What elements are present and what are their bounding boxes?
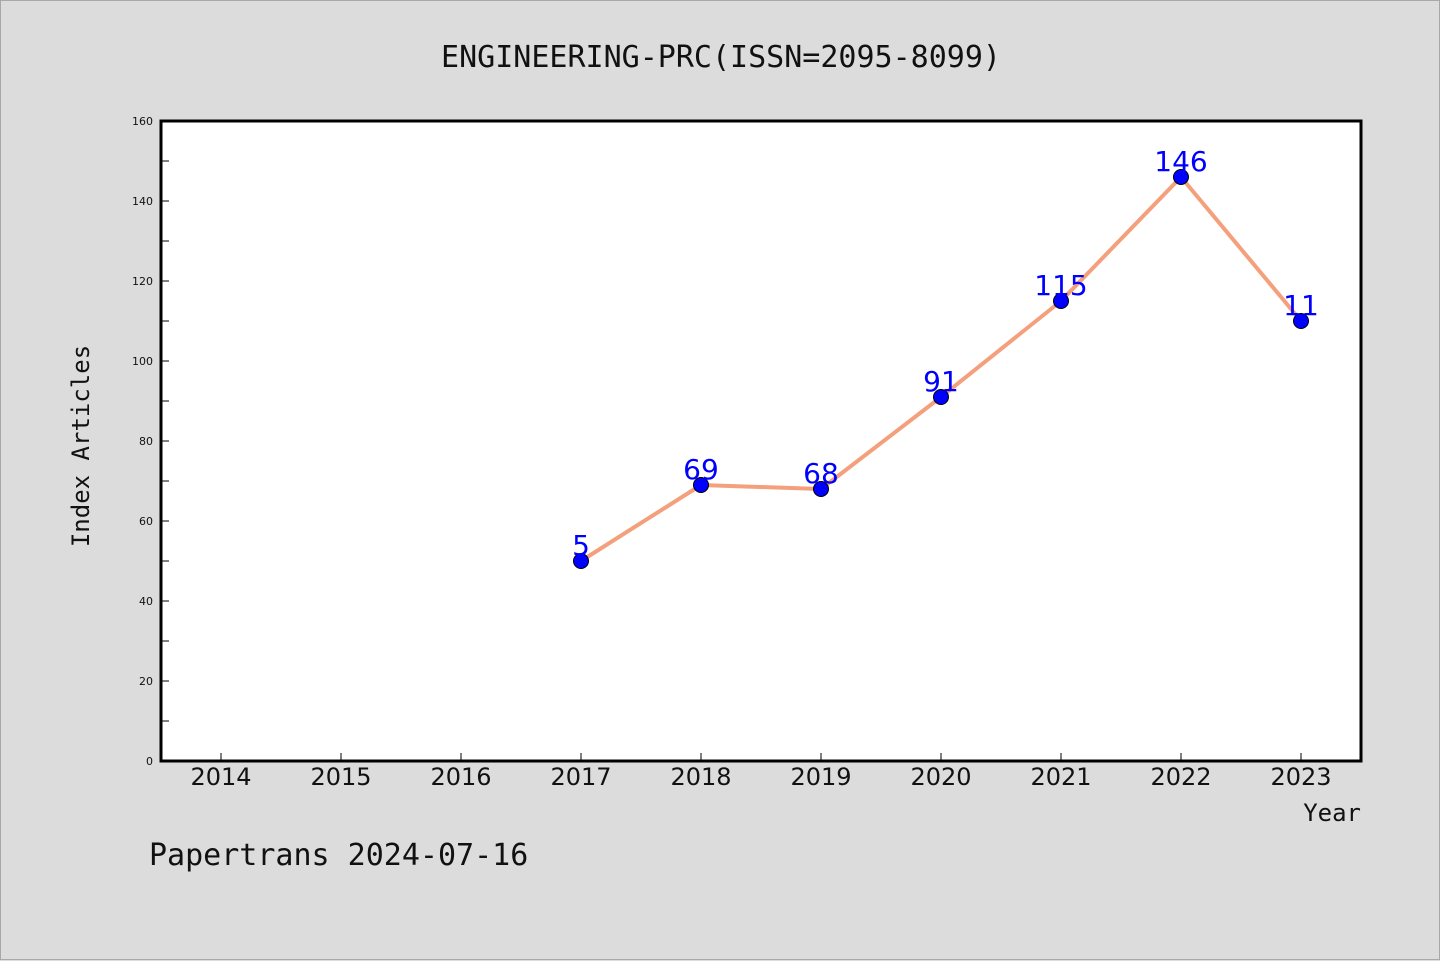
data-label: 68 bbox=[803, 457, 839, 490]
x-tick-label: 2018 bbox=[670, 763, 731, 791]
data-label: 69 bbox=[683, 453, 719, 486]
data-label: 5 bbox=[572, 529, 590, 562]
x-tick-label: 2022 bbox=[1150, 763, 1211, 791]
plot-area bbox=[159, 119, 1363, 763]
y-tick-label: 40 bbox=[139, 595, 153, 608]
x-tick-label: 2015 bbox=[310, 763, 371, 791]
data-point bbox=[1053, 293, 1069, 309]
x-tick-label: 2023 bbox=[1270, 763, 1331, 791]
y-tick-label: 60 bbox=[139, 515, 153, 528]
data-label: 115 bbox=[1034, 269, 1087, 302]
data-point bbox=[813, 481, 829, 497]
y-tick-label: 140 bbox=[132, 195, 153, 208]
series-points-group bbox=[573, 169, 1309, 569]
y-tick-label: 20 bbox=[139, 675, 153, 688]
footer-text: Papertrans 2024-07-16 bbox=[149, 838, 528, 873]
x-tick-label: 2021 bbox=[1030, 763, 1091, 791]
x-axis-label: Year bbox=[1303, 799, 1361, 827]
y-tick-label: 0 bbox=[146, 755, 153, 768]
data-label: 146 bbox=[1154, 145, 1207, 178]
data-label: 11 bbox=[1283, 289, 1319, 322]
x-tick-label: 2014 bbox=[190, 763, 251, 791]
y-tick-label: 120 bbox=[132, 275, 153, 288]
data-point bbox=[693, 477, 709, 493]
y-tick-label: 100 bbox=[132, 355, 153, 368]
y-tick-label: 160 bbox=[132, 115, 153, 128]
x-tick-label: 2016 bbox=[430, 763, 491, 791]
chart-title: ENGINEERING-PRC(ISSN=2095-8099) bbox=[441, 40, 1001, 75]
data-point bbox=[573, 553, 589, 569]
x-axis-ticks: 2014 2015 2016 2017 2018 2019 2020 2021 2022 2023 bbox=[190, 753, 1332, 791]
x-tick-label: 2020 bbox=[910, 763, 971, 791]
y-axis-label: Index Articles bbox=[67, 345, 95, 547]
data-point bbox=[1293, 313, 1309, 329]
data-labels-group: 5 69 68 91 115 146 11 bbox=[572, 145, 1319, 562]
data-point bbox=[933, 389, 949, 405]
y-tick-label: 80 bbox=[139, 435, 153, 448]
y-axis-ticks: 0 20 40 60 80 100 120 140 160 bbox=[132, 115, 169, 768]
data-label: 91 bbox=[923, 365, 959, 398]
data-point bbox=[1173, 169, 1189, 185]
x-tick-label: 2017 bbox=[550, 763, 611, 791]
x-tick-label: 2019 bbox=[790, 763, 851, 791]
